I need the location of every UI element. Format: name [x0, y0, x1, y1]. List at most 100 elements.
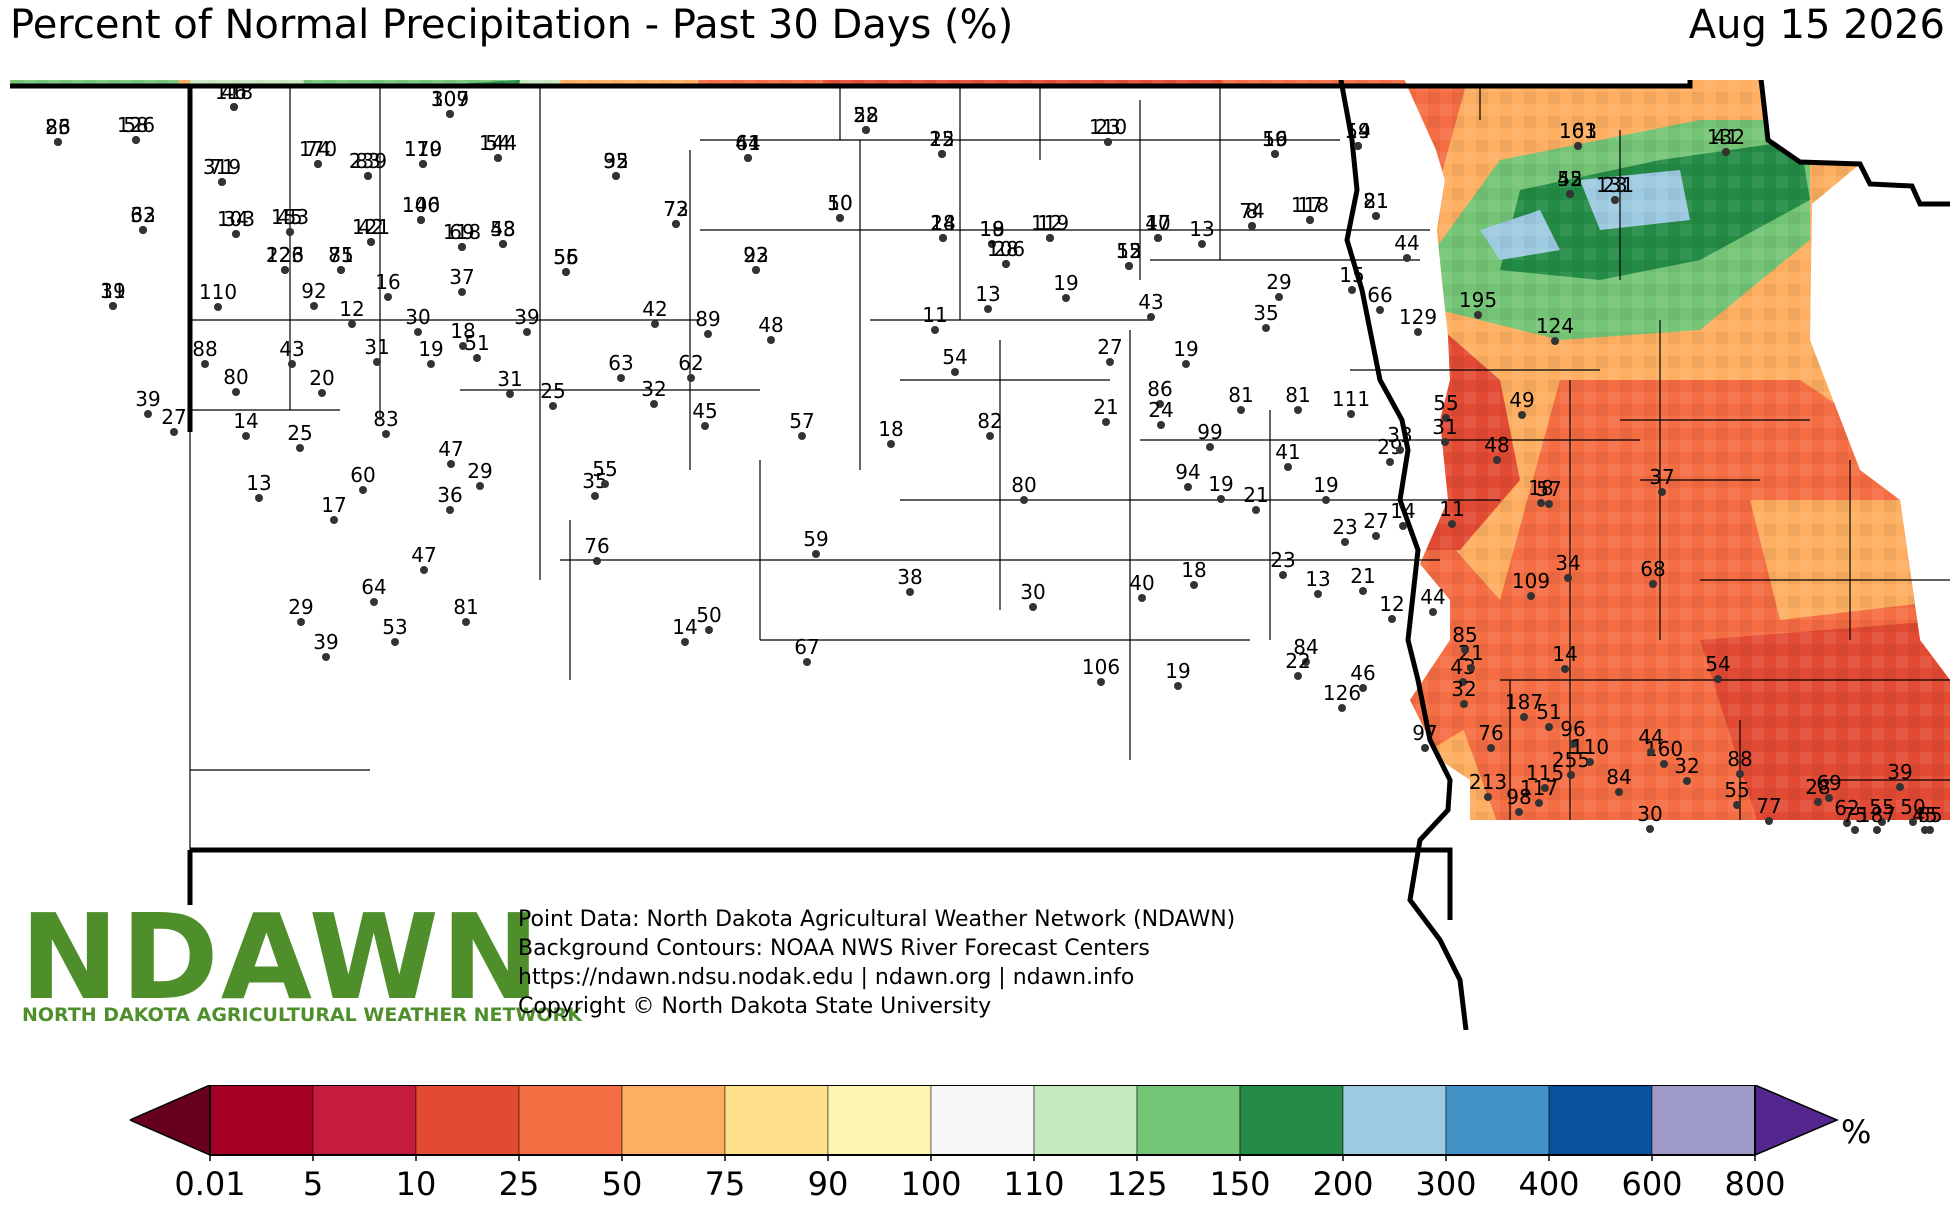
- station-marker: 48: [1484, 433, 1510, 464]
- station-dot: [681, 638, 689, 646]
- station-dot: [744, 154, 752, 162]
- station-marker: 98: [1506, 785, 1532, 816]
- station-value: 42: [642, 297, 667, 321]
- station-marker: 21: [1350, 564, 1376, 595]
- station-marker: 161: [1559, 119, 1597, 150]
- station-dot: [1561, 665, 1569, 673]
- state-borders: [10, 80, 1950, 1030]
- station-marker: 19: [1173, 337, 1199, 368]
- station-dot: [1545, 500, 1553, 508]
- station-marker: 34: [223, 207, 249, 238]
- station-dot: [1421, 744, 1429, 752]
- station-dot: [1347, 410, 1355, 418]
- station-dot: [458, 288, 466, 296]
- station-dot: [1487, 744, 1495, 752]
- station-marker: 50: [696, 603, 722, 634]
- station-marker: 74: [305, 137, 331, 168]
- legend-swatch: [930, 1085, 1035, 1156]
- station-value: 55: [1869, 795, 1894, 819]
- station-dot: [1537, 499, 1545, 507]
- station-value: 39: [313, 630, 338, 654]
- station-value: 88: [1727, 747, 1752, 771]
- station-dot: [446, 506, 454, 514]
- station-marker: 50: [827, 191, 853, 222]
- station-marker: 48: [758, 313, 784, 344]
- legend-swatch: [518, 1085, 623, 1156]
- station-marker: 81: [1285, 383, 1311, 414]
- station-dot: [1567, 771, 1575, 779]
- station-marker: 83: [355, 149, 381, 180]
- station-value: 96: [1560, 717, 1585, 741]
- station-marker: 129: [1399, 305, 1437, 336]
- station-value: 110: [199, 280, 237, 304]
- station-marker: 33: [130, 203, 156, 234]
- station-marker: 19: [100, 279, 126, 310]
- station-marker: 118: [215, 80, 253, 111]
- station-dot: [1646, 825, 1654, 833]
- legend-frame: [209, 1085, 1756, 1156]
- station-value: 19: [1262, 127, 1287, 151]
- station-marker: 41: [735, 131, 761, 162]
- station-dot: [1566, 190, 1574, 198]
- station-value: 129: [1399, 305, 1437, 329]
- station-value: 17: [1297, 193, 1322, 217]
- map-date: Aug 15 2026: [1688, 2, 1945, 48]
- station-marker: 71: [328, 243, 354, 274]
- legend-tick-label: 100: [900, 1165, 961, 1203]
- station-dot: [651, 320, 659, 328]
- station-marker: 31: [364, 335, 390, 366]
- station-value: 53: [490, 217, 515, 241]
- station-value: 51: [1536, 700, 1561, 724]
- station-marker: 55: [1433, 391, 1459, 422]
- station-dot: [1467, 664, 1475, 672]
- station-dot: [523, 328, 531, 336]
- station-dot: [473, 354, 481, 362]
- station-marker: 27: [1097, 335, 1123, 366]
- legend-tick-label: 600: [1621, 1165, 1682, 1203]
- station-value: 109: [1512, 569, 1550, 593]
- station-marker: 115: [1526, 761, 1564, 792]
- station-dot: [1252, 506, 1260, 514]
- station-marker: 16: [375, 270, 401, 301]
- station-value: 21: [1243, 483, 1268, 507]
- station-value: 32: [641, 377, 666, 401]
- station-value: 21: [1093, 395, 1118, 419]
- station-marker: 19: [1208, 472, 1234, 503]
- station-dot: [1306, 216, 1314, 224]
- station-value: 81: [1228, 383, 1253, 407]
- station-dot: [1271, 150, 1279, 158]
- station-value: 226: [266, 243, 304, 267]
- station-marker: 30: [1637, 802, 1663, 833]
- station-value: 23: [1602, 173, 1627, 197]
- station-value: 82: [977, 409, 1002, 433]
- station-marker: 44: [1638, 725, 1664, 756]
- station-value: 54: [942, 345, 967, 369]
- station-value: 15: [1339, 263, 1364, 287]
- station-marker: 44: [1420, 585, 1446, 616]
- station-marker: 96: [1560, 717, 1586, 748]
- station-marker: 38: [897, 565, 923, 596]
- station-value: 14: [1390, 499, 1415, 523]
- station-value: 22: [929, 127, 954, 151]
- station-value: 121: [352, 215, 390, 239]
- station-value: 29: [467, 459, 492, 483]
- station-dot: [1683, 777, 1691, 785]
- station-value: 23: [1095, 115, 1120, 139]
- station-marker: 56: [553, 245, 579, 276]
- station-dot: [419, 160, 427, 168]
- station-marker: 19: [418, 337, 444, 368]
- station-dot: [1217, 495, 1225, 503]
- station-marker: 13: [246, 471, 272, 502]
- station-value: 106: [1082, 655, 1120, 679]
- station-marker: 21: [1243, 483, 1269, 514]
- station-dot: [458, 243, 466, 251]
- station-dot: [214, 303, 222, 311]
- station-value: 25: [287, 421, 312, 445]
- station-marker: 14: [233, 409, 259, 440]
- station-dot: [1564, 574, 1572, 582]
- station-dot: [650, 400, 658, 408]
- station-value: 53: [382, 615, 407, 639]
- station-dot: [462, 618, 470, 626]
- station-dot: [687, 374, 695, 382]
- station-marker: 66: [1367, 283, 1393, 314]
